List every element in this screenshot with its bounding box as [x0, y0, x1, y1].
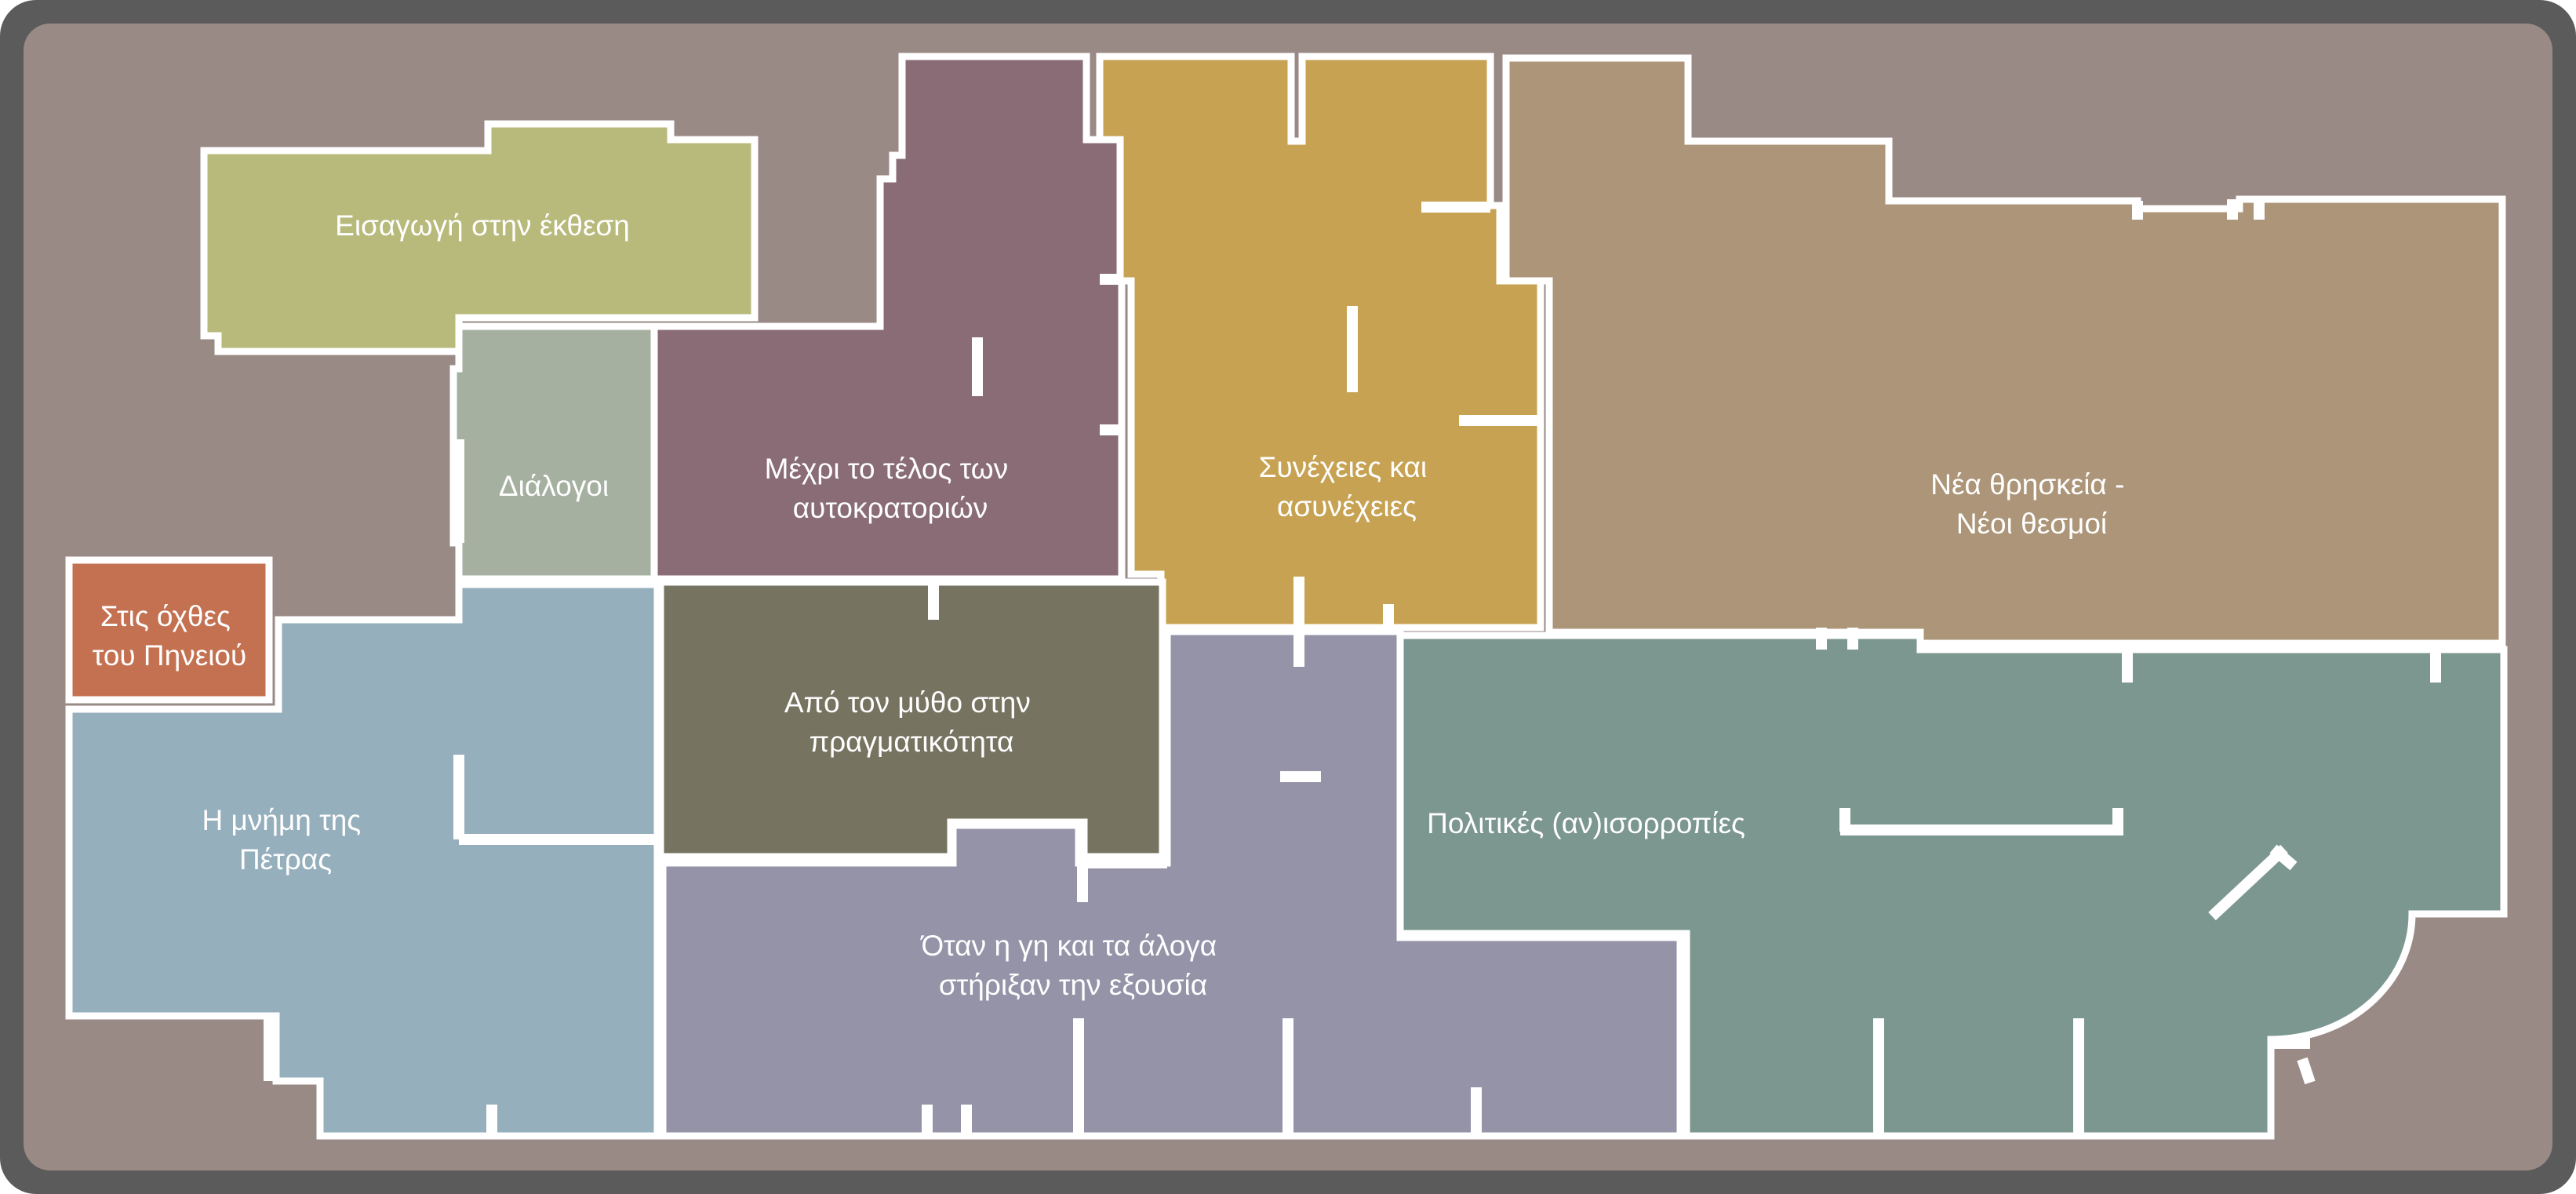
- room-introduction[interactable]: [200, 120, 759, 355]
- label-memory-of-stone: Η μνήμη της Πέτρας: [202, 804, 369, 875]
- label-continuities-line-2: ασυνέχειες: [1277, 490, 1417, 522]
- room-myth-to-reality[interactable]: [657, 578, 1166, 861]
- room-end-of-empires[interactable]: [650, 53, 1126, 583]
- room-labels: Εισαγωγή στην έκθεση Διάλογοι Μέχρι το τ…: [93, 209, 2132, 1001]
- label-myth-to-reality-line-1: Από τον μύθο στην: [784, 686, 1031, 719]
- label-pineios-banks: Στις όχθες του Πηνειού: [93, 600, 247, 672]
- room-memory-of-stone[interactable]: [65, 581, 661, 1140]
- label-introduction: Εισαγωγή στην έκθεση: [335, 209, 630, 242]
- label-dialogues-line-1: Διάλογοι: [499, 470, 609, 502]
- room-continuities[interactable]: [1096, 53, 1545, 632]
- label-end-of-empires: Μέχρι το τέλος των αυτοκρατοριών: [765, 453, 1017, 524]
- label-new-religion-line-2: Νέοι θεσμοί: [1956, 508, 2107, 540]
- room-pineios-banks[interactable]: [65, 556, 273, 704]
- label-land-and-horses-line-2: στήριξαν την εξουσία: [939, 969, 1207, 1001]
- label-introduction-line-1: Εισαγωγή στην έκθεση: [335, 209, 630, 242]
- label-continuities-line-1: Συνέχειες και: [1259, 451, 1428, 483]
- label-new-religion: Νέα θρησκεία - Νέοι θεσμοί: [1930, 468, 2132, 540]
- label-myth-to-reality-line-2: πραγματικότητα: [810, 726, 1014, 758]
- label-pineios-banks-line-2: του Πηνειού: [93, 639, 247, 672]
- room-shapes: [65, 53, 2508, 1140]
- label-dialogues: Διάλογοι: [499, 470, 609, 502]
- interior-walls: [264, 199, 2441, 1136]
- label-new-religion-line-1: Νέα θρησκεία -: [1930, 468, 2124, 501]
- label-pineios-banks-line-1: Στις όχθες: [100, 600, 231, 632]
- room-dialogues[interactable]: [449, 322, 658, 583]
- room-new-religion[interactable]: [1502, 54, 2506, 647]
- label-land-and-horses: Όταν η γη και τα άλογα στήριξαν την εξου…: [920, 930, 1225, 1001]
- label-myth-to-reality: Από τον μύθο στην πραγματικότητα: [784, 686, 1039, 758]
- label-end-of-empires-line-1: Μέχρι το τέλος των: [765, 453, 1008, 485]
- label-political-balances: Πολιτικές (αν)ισορροπίες: [1427, 807, 1745, 839]
- label-memory-of-stone-line-1: Η μνήμη της: [202, 804, 362, 836]
- label-end-of-empires-line-2: αυτοκρατοριών: [793, 492, 988, 524]
- label-continuities: Συνέχειες και ασυνέχειες: [1259, 451, 1435, 522]
- label-political-balances-line-1: Πολιτικές (αν)ισορροπίες: [1427, 807, 1745, 839]
- label-land-and-horses-line-1: Όταν η γη και τα άλογα: [920, 930, 1217, 962]
- label-memory-of-stone-line-2: Πέτρας: [239, 843, 332, 875]
